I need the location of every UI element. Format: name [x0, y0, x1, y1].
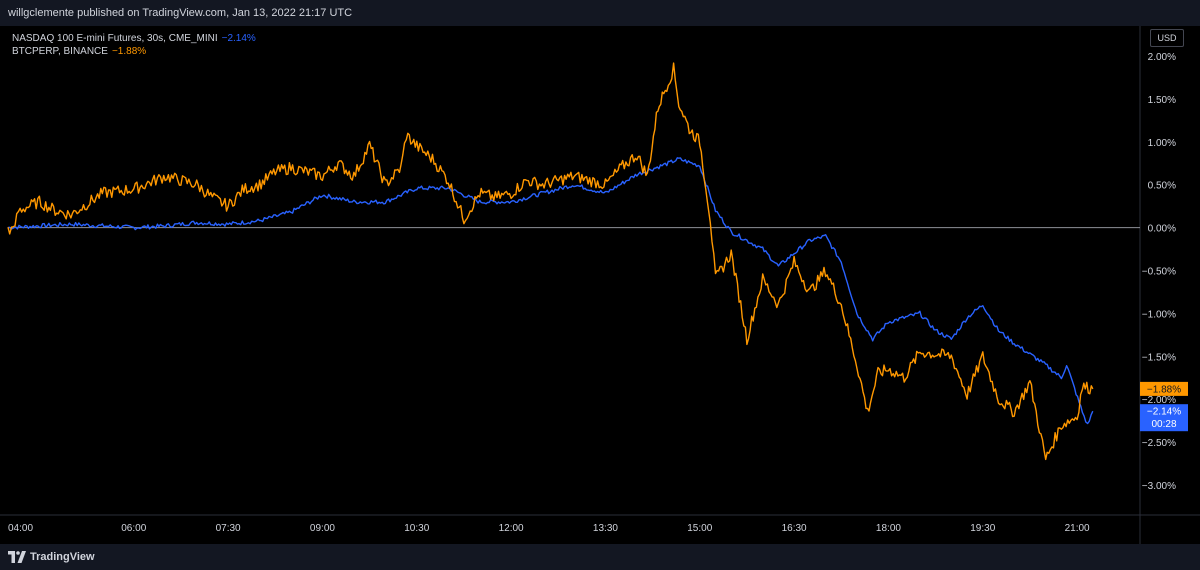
x-tick-label: 09:00: [310, 523, 335, 534]
legend-btc-change: −1.88%: [111, 46, 147, 57]
y-tick-label: −2.50%: [1142, 438, 1176, 449]
y-tick-label: 0.00%: [1148, 224, 1176, 235]
publish-line: willgclemente published on TradingView.c…: [8, 7, 353, 19]
legend-btc-label: BTCPERP, BINANCE: [12, 46, 108, 57]
legend-nq-label: NASDAQ 100 E-mini Futures, 30s, CME_MINI: [12, 33, 218, 44]
y-tick-label: −1.50%: [1142, 352, 1176, 363]
nq-countdown-label: 00:28: [1151, 419, 1176, 430]
nq-price-tag-label: −2.14%: [1147, 407, 1181, 418]
tradingview-logo-icon: [8, 551, 26, 563]
x-tick-label: 12:00: [499, 523, 524, 534]
x-tick-label: 13:30: [593, 523, 618, 534]
x-tick-label: 19:30: [970, 523, 995, 534]
series-line-btc: [7, 62, 1094, 461]
legend-row-btc[interactable]: BTCPERP, BINANCE −1.88%: [12, 45, 256, 58]
publish-bar: willgclemente published on TradingView.c…: [0, 0, 1200, 27]
chart-area[interactable]: 2.00% 1.50% 1.00% 0.50% 0.00% −0.50% −1.00% −1.…: [0, 26, 1200, 544]
legend-row-nq[interactable]: NASDAQ 100 E-mini Futures, 30s, CME_MINI…: [12, 32, 256, 45]
legend: NASDAQ 100 E-mini Futures, 30s, CME_MINI…: [12, 32, 256, 58]
series-line-nq: [7, 157, 1094, 425]
btc-price-tag-label: −1.88%: [1147, 384, 1181, 395]
y-tick-label: −3.00%: [1142, 481, 1176, 492]
y-tick-label: 0.50%: [1148, 181, 1176, 192]
y-tick-label: 1.50%: [1148, 95, 1176, 106]
x-tick-label: 07:30: [216, 523, 241, 534]
x-tick-label: 10:30: [404, 523, 429, 534]
currency-button[interactable]: USD: [1150, 29, 1184, 47]
x-tick-label: 04:00: [8, 523, 33, 534]
tradingview-logo[interactable]: TradingView: [8, 550, 95, 564]
y-tick-label: −0.50%: [1142, 267, 1176, 278]
nq-price-tag: [1140, 404, 1188, 432]
legend-nq-change: −2.14%: [221, 33, 256, 44]
x-tick-label: 16:30: [782, 523, 807, 534]
btc-price-tag: [1140, 381, 1188, 396]
y-tick-label: 2.00%: [1148, 52, 1176, 63]
footer-bar: TradingView: [0, 544, 1200, 570]
y-tick-label: −2.00%: [1142, 395, 1176, 406]
y-tick-label: −1.00%: [1142, 309, 1176, 320]
y-tick-label: 1.00%: [1148, 138, 1176, 149]
x-tick-label: 06:00: [121, 523, 146, 534]
brand-name: TradingView: [30, 551, 95, 563]
x-tick-label: 18:00: [876, 523, 901, 534]
x-tick-label: 21:00: [1065, 523, 1090, 534]
chart-svg: 2.00% 1.50% 1.00% 0.50% 0.00% −0.50% −1.00% −1.…: [0, 26, 1200, 544]
x-tick-label: 15:00: [687, 523, 712, 534]
